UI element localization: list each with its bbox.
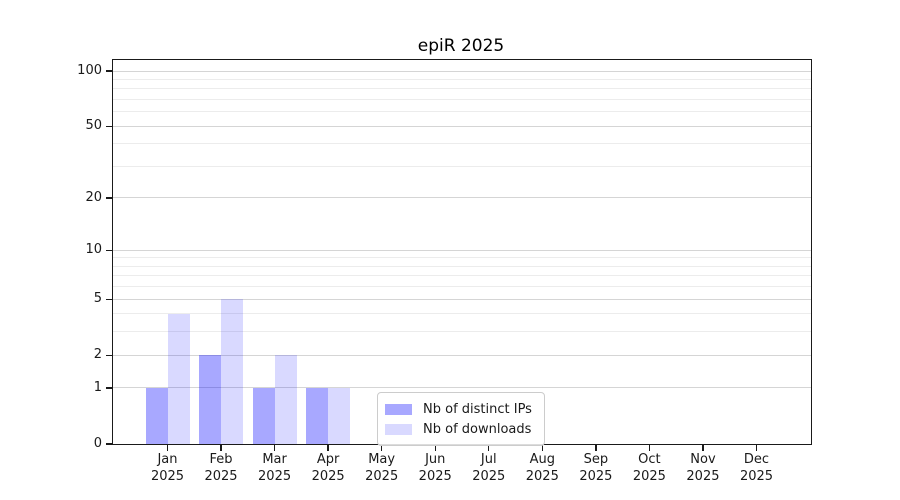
x-tick-label: Dec 2025 xyxy=(739,452,774,484)
x-tick xyxy=(166,444,169,451)
x-tick-label: Jan 2025 xyxy=(150,452,185,484)
y-tick-label: 20 xyxy=(85,189,102,205)
bar-distinct-ips xyxy=(199,355,222,444)
y-tick-label: 5 xyxy=(93,291,102,307)
gridline-major xyxy=(113,249,811,251)
gridline-minor xyxy=(113,111,811,113)
bar-downloads xyxy=(221,299,244,444)
chart-title: epiR 2025 xyxy=(417,36,505,56)
x-tick-label: May 2025 xyxy=(365,452,399,484)
bar-distinct-ips xyxy=(306,387,329,444)
gridline-major xyxy=(113,298,811,300)
y-tick-label: 100 xyxy=(77,63,102,79)
gridline-minor xyxy=(113,286,811,288)
x-tick xyxy=(595,444,597,451)
x-tick-label: Apr 2025 xyxy=(311,452,345,484)
y-tick-label: 1 xyxy=(93,379,102,395)
gridline-minor xyxy=(113,275,811,277)
gridline-minor xyxy=(113,88,811,90)
y-tick-label: 50 xyxy=(85,118,102,134)
legend-swatch-distinct-ips xyxy=(385,403,412,415)
y-tick-label: 0 xyxy=(93,436,102,451)
gridline-major xyxy=(113,197,811,199)
x-tick-label: Jul 2025 xyxy=(472,452,506,484)
gridline-minor xyxy=(113,143,811,145)
x-tick-label: Feb 2025 xyxy=(204,452,238,484)
x-tick-label: Nov 2025 xyxy=(686,452,720,484)
legend-swatch-downloads xyxy=(385,423,412,435)
x-tick xyxy=(434,444,436,451)
bar-downloads xyxy=(328,387,351,444)
gridline-minor xyxy=(113,257,811,259)
gridline-minor xyxy=(113,313,811,315)
plot-area: 0 1 2 5 10 20 50 100 Jan 2025 Feb 2025 Mar 2025 Apr… xyxy=(77,59,812,484)
x-tick xyxy=(648,444,651,451)
bar-distinct-ips xyxy=(252,387,275,444)
gridline-minor xyxy=(113,99,811,101)
x-tick xyxy=(488,444,490,451)
gridline-minor xyxy=(113,165,811,167)
x-tick-label: Aug 2025 xyxy=(525,452,559,484)
gridline-minor xyxy=(113,331,811,333)
gridline-major xyxy=(113,387,811,389)
y-tick xyxy=(105,249,112,251)
y-tick xyxy=(105,125,112,127)
y-tick xyxy=(105,387,112,389)
x-tick-label: Sep 2025 xyxy=(579,452,613,484)
x-tick xyxy=(755,444,758,451)
x-tick xyxy=(273,444,276,451)
y-tick-label: 2 xyxy=(93,347,102,363)
y-tick-label: 10 xyxy=(85,242,102,258)
x-tick-label: Mar 2025 xyxy=(258,452,292,484)
x-tick xyxy=(380,444,383,451)
gridline-minor xyxy=(113,265,811,267)
bar-downloads xyxy=(167,313,190,444)
y-tick xyxy=(105,70,112,72)
y-tick xyxy=(105,197,112,199)
x-tick xyxy=(220,444,222,451)
bar-downloads xyxy=(274,355,297,444)
y-tick xyxy=(105,298,112,300)
y-tick xyxy=(105,354,112,356)
legend-item: Nb of downloads xyxy=(385,419,536,439)
x-tick xyxy=(327,444,329,451)
legend-item: Nb of distinct IPs xyxy=(385,399,536,419)
y-tick xyxy=(105,443,112,445)
legend: Nb of distinct IPs Nb of downloads xyxy=(377,392,545,446)
x-tick-label: Jun 2025 xyxy=(418,452,452,484)
legend-label: Nb of distinct IPs xyxy=(423,401,532,417)
x-tick-label: Oct 2025 xyxy=(632,452,666,484)
gridline-major xyxy=(113,354,811,356)
legend-label: Nb of downloads xyxy=(423,421,532,437)
bar-distinct-ips xyxy=(145,387,168,444)
x-tick xyxy=(541,444,543,451)
gridline-major xyxy=(113,70,811,72)
gridline-major xyxy=(113,125,811,127)
gridline-minor xyxy=(113,78,811,80)
x-tick xyxy=(702,444,704,451)
